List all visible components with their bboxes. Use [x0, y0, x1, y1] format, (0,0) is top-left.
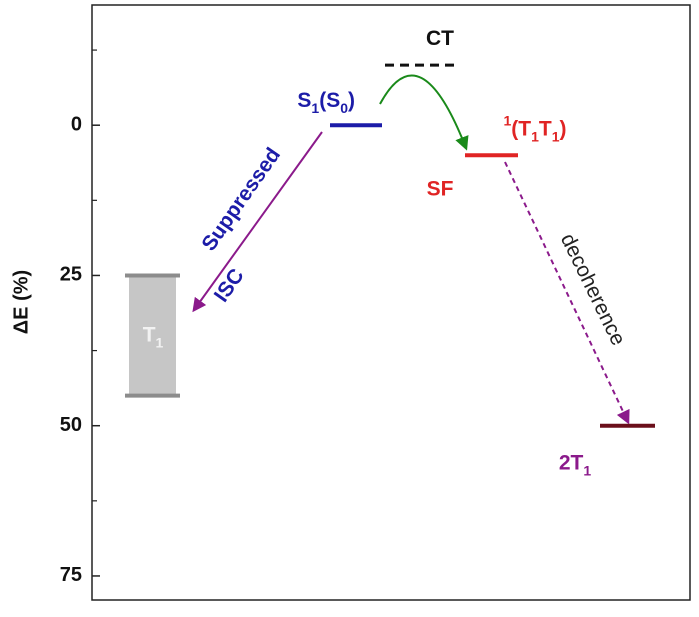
level-label: S1(S0)	[297, 89, 355, 116]
label-part: 1	[552, 128, 560, 144]
decoherence-arrow	[504, 161, 630, 425]
y-tick-label: 25	[60, 264, 82, 286]
annotation: ISC	[210, 265, 249, 307]
label-part: )	[560, 117, 567, 140]
label-part: S	[297, 89, 311, 112]
y-axis-label: ΔE (%)	[10, 270, 32, 334]
label-part: 2T	[559, 451, 584, 474]
annotation: decoherence	[556, 230, 630, 349]
y-tick-label: 50	[60, 414, 82, 436]
sf-arrow	[379, 74, 469, 151]
y-tick-label: 75	[60, 564, 82, 586]
annotation: Suppressed	[197, 144, 285, 256]
level-label: 2T1	[559, 451, 592, 478]
level-label: T1	[143, 323, 164, 350]
annotation: SF	[427, 178, 454, 201]
label-part: (S	[319, 89, 340, 112]
isc-arrow	[192, 131, 323, 313]
level-label: 1(T1T1)	[503, 112, 566, 144]
y-tick-label: 0	[71, 113, 82, 135]
label-part: T	[143, 323, 156, 346]
label-part: 1	[531, 128, 539, 144]
level-label: CT	[426, 27, 454, 50]
label-part: 0	[340, 100, 348, 116]
label-part: 1	[156, 334, 164, 350]
label-part: 1	[311, 100, 319, 116]
label-part: (T	[511, 117, 531, 140]
plot-frame	[91, 4, 691, 601]
label-part: CT	[426, 27, 454, 50]
label-part: )	[348, 89, 355, 112]
level-band	[129, 275, 176, 396]
label-part: T	[539, 117, 552, 140]
label-part: 1	[503, 112, 511, 128]
label-part: 1	[583, 462, 591, 478]
